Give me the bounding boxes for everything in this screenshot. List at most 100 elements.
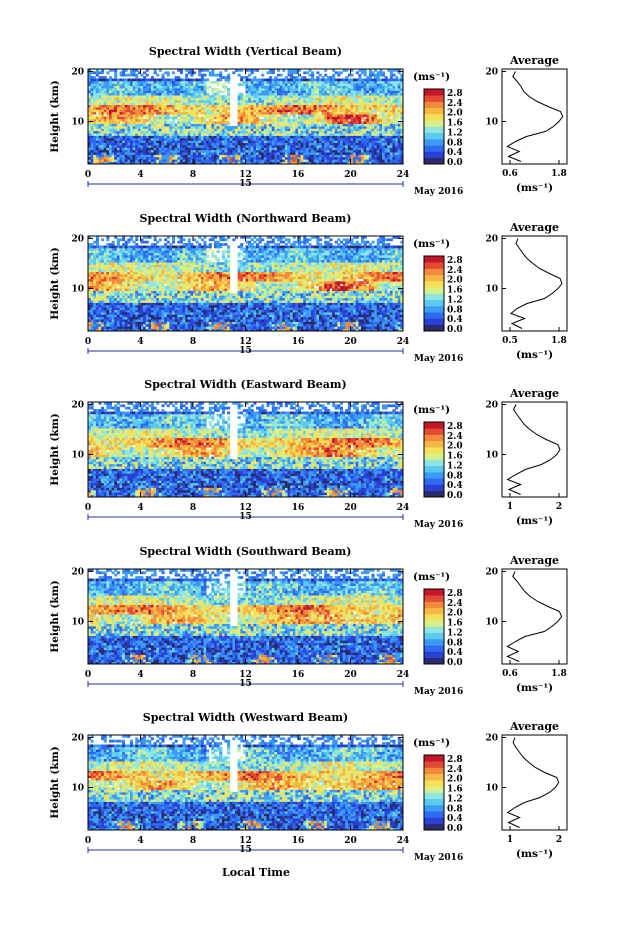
heatmap-cell	[387, 85, 391, 89]
heatmap-cell	[122, 276, 126, 280]
heatmap-cell	[345, 85, 349, 89]
heatmap-cell	[119, 247, 123, 251]
heatmap-cell	[122, 269, 126, 273]
heatmap-cell	[263, 116, 267, 120]
heatmap-cell	[298, 156, 302, 160]
heatmap-cell	[298, 140, 302, 144]
heatmap-cell	[387, 109, 391, 113]
heatmap-cell	[292, 92, 296, 96]
heatmap-cell	[103, 285, 107, 289]
heatmap-cell	[156, 83, 160, 87]
heatmap-cell	[156, 99, 160, 103]
heatmap-cell	[350, 69, 354, 72]
heatmap-cell	[124, 128, 128, 132]
heatmap-cell	[124, 95, 128, 98]
heatmap-cell	[387, 116, 391, 120]
heatmap-cell	[93, 240, 97, 244]
heatmap-cell	[287, 116, 291, 120]
heatmap-cell	[371, 85, 375, 89]
heatmap-cell	[137, 161, 141, 165]
colorbar-swatch	[424, 139, 444, 146]
heatmap-cell	[135, 114, 139, 117]
heatmap-cell	[206, 121, 210, 125]
heatmap-cell	[90, 245, 94, 249]
heatmap-cell	[88, 90, 92, 94]
heatmap-cell	[164, 90, 168, 94]
heatmap-cell	[98, 76, 102, 79]
heatmap-cell	[376, 83, 380, 87]
heatmap-cell	[358, 145, 362, 148]
heatmap-cell	[397, 161, 401, 165]
heatmap-cell	[292, 159, 296, 163]
heatmap-cell	[185, 114, 189, 117]
heatmap-cell	[88, 147, 92, 151]
heatmap-cell	[88, 274, 92, 277]
heatmap-cell	[274, 133, 278, 136]
heatmap-cell	[116, 278, 120, 282]
heatmap-cell	[319, 83, 323, 87]
heatmap-cell	[361, 109, 365, 113]
heatmap-cell	[90, 252, 94, 256]
heatmap-cell	[161, 73, 165, 77]
heatmap-cell	[214, 92, 218, 96]
heatmap-cell	[106, 97, 110, 101]
heatmap-cell	[253, 147, 257, 151]
heatmap-cell	[111, 285, 115, 289]
heatmap-cell	[143, 142, 147, 146]
heatmap-cell	[153, 147, 157, 151]
heatmap-cell	[287, 128, 291, 132]
heatmap-cell	[156, 97, 160, 101]
heatmap-cell	[166, 159, 170, 163]
heatmap-cell	[282, 118, 286, 122]
heatmap-cell	[290, 130, 294, 134]
heatmap-cell	[340, 126, 344, 129]
heatmap-cell	[374, 140, 378, 144]
heatmap-cell	[88, 281, 92, 284]
heatmap-cell	[371, 135, 375, 139]
heatmap-cell	[127, 102, 131, 106]
heatmap-cell	[106, 145, 110, 148]
heatmap-cell	[119, 323, 123, 327]
heatmap-cell	[319, 99, 323, 103]
heatmap-cell	[208, 142, 212, 146]
heatmap-cell	[158, 161, 162, 165]
heatmap-cell	[269, 90, 273, 94]
heatmap-cell	[143, 154, 147, 158]
heatmap-cell	[122, 145, 126, 148]
heatmap-cell	[308, 145, 312, 148]
heatmap-cell	[282, 99, 286, 103]
heatmap-cell	[109, 104, 113, 108]
heatmap-cell	[164, 133, 168, 136]
heatmap-cell	[187, 154, 191, 158]
heatmap-cell	[140, 80, 144, 84]
heatmap-cell	[342, 107, 346, 110]
heatmap-cell	[106, 159, 110, 163]
heatmap-cell	[382, 78, 386, 82]
heatmap-cell	[384, 156, 388, 160]
heatmap-cell	[248, 128, 252, 132]
heatmap-cell	[221, 85, 225, 89]
heatmap-cell	[392, 107, 396, 110]
heatmap-cell	[303, 159, 307, 163]
heatmap-cell	[384, 102, 388, 106]
heatmap-cell	[345, 111, 349, 115]
heatmap-cell	[397, 128, 401, 132]
heatmap-cell	[311, 121, 315, 125]
heatmap-cell	[93, 247, 97, 251]
heatmap-cell	[198, 95, 202, 98]
heatmap-cell	[235, 149, 239, 153]
heatmap-cell	[271, 90, 275, 94]
heatmap-cell	[324, 126, 328, 129]
heatmap-cell	[114, 285, 118, 289]
heatmap-cell	[119, 252, 123, 256]
heatmap-cell	[379, 107, 383, 110]
heatmap-cell	[250, 114, 254, 117]
heatmap-cell	[256, 109, 260, 113]
heatmap-cell	[161, 111, 165, 115]
heatmap-cell	[350, 78, 354, 82]
heatmap-cell	[279, 137, 283, 141]
heatmap-cell	[371, 114, 375, 117]
heatmap-cell	[256, 154, 260, 158]
heatmap-cell	[237, 159, 241, 163]
heatmap-cell	[93, 278, 97, 282]
